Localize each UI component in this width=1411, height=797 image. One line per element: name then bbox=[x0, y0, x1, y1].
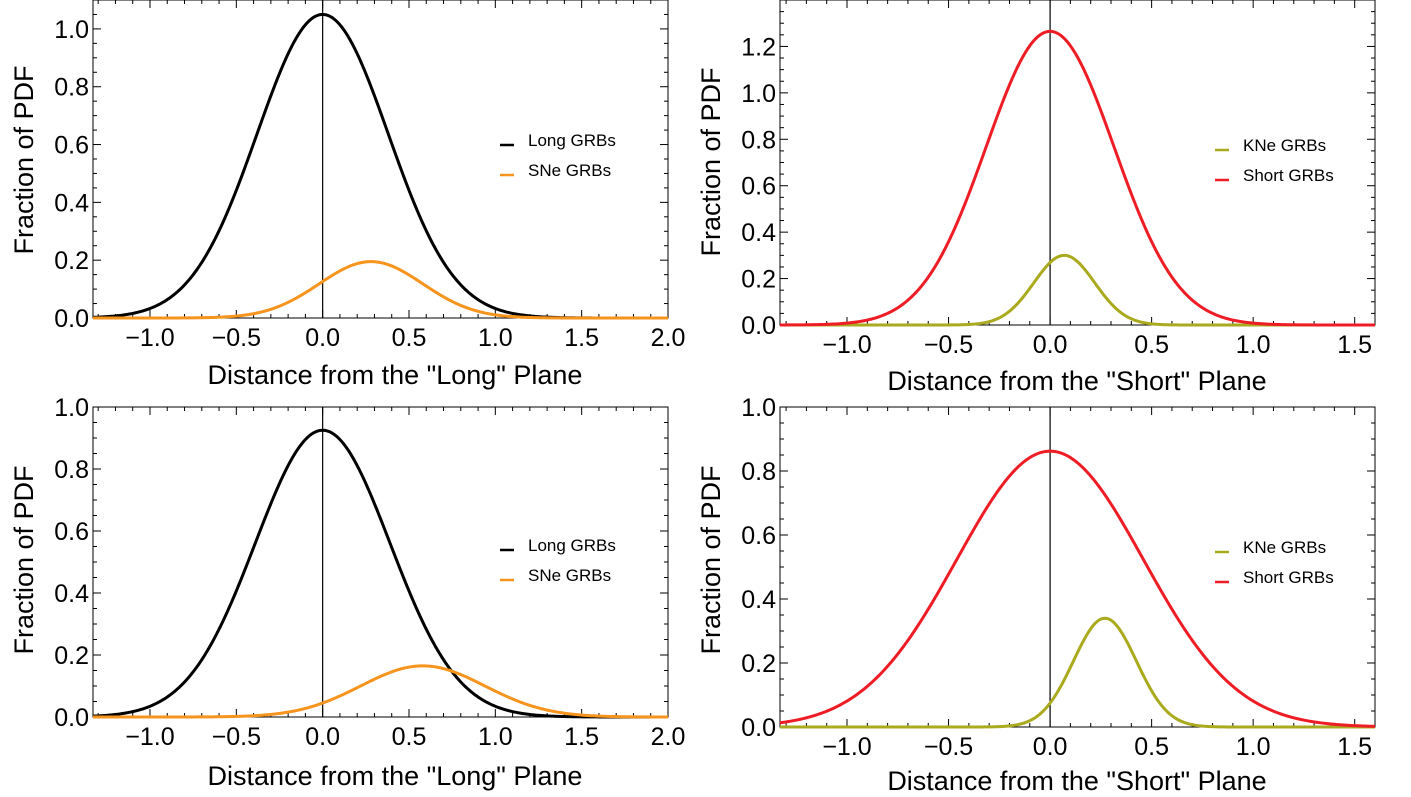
x-tick-label: −0.5 bbox=[212, 324, 261, 352]
y-tick-label: 0.0 bbox=[741, 714, 776, 742]
legend-label: KNe GRBs bbox=[1243, 538, 1326, 557]
x-tick-label: −1.0 bbox=[822, 331, 871, 359]
series-line-long-grbs bbox=[92, 428, 668, 719]
x-axis-title: Distance from the "Long" Plane bbox=[208, 761, 583, 791]
x-tick-label: 1.0 bbox=[1236, 331, 1271, 359]
x-tick-label: 0.5 bbox=[392, 324, 427, 352]
y-tick-label: 0.0 bbox=[54, 305, 89, 333]
y-tick-label: 0.6 bbox=[741, 173, 776, 201]
chart-panel-1: −1.0 −0.5 0.0 0.5 1.0 1.5 2.0 0.0 0.2 0.4 0.6 0.8 1.… bbox=[9, 0, 685, 390]
series-line-kne-grbs bbox=[780, 616, 1375, 729]
series-line-sne-grbs bbox=[93, 260, 668, 320]
y-tick-label: 1.0 bbox=[741, 394, 776, 422]
y-tick-label: 0.0 bbox=[741, 312, 776, 340]
y-tick-label: 0.2 bbox=[54, 247, 89, 275]
y-tick-label: 0.6 bbox=[54, 518, 89, 546]
legend-label: SNe GRBs bbox=[528, 566, 611, 585]
series-line-sne-grbs bbox=[93, 664, 668, 719]
y-axis-title: Fraction of PDF bbox=[696, 465, 726, 654]
legend-label: SNe GRBs bbox=[528, 161, 611, 180]
legend: Long GRBs SNe GRBs bbox=[500, 131, 616, 180]
y-tick-label: 0.6 bbox=[54, 132, 89, 160]
chart-panel-4: −1.0 −0.5 0.0 0.5 1.0 1.5 0.0 0.2 0.4 0.6 0.8 1.0 Di… bbox=[696, 394, 1376, 796]
y-tick-label: 0.8 bbox=[741, 458, 776, 486]
legend-label: Long GRBs bbox=[528, 131, 616, 150]
x-tick-label: 1.0 bbox=[478, 723, 513, 751]
x-axis-title: Distance from the "Long" Plane bbox=[208, 360, 583, 390]
y-tick-label: 0.6 bbox=[741, 522, 776, 550]
x-axis-title: Distance from the "Short" Plane bbox=[887, 766, 1266, 796]
x-tick-label: 1.0 bbox=[478, 324, 513, 352]
legend-label: Short GRBs bbox=[1243, 166, 1334, 185]
x-tick-label: 1.5 bbox=[1337, 733, 1372, 761]
x-tick-label: 0.0 bbox=[305, 723, 340, 751]
y-tick-label: 0.4 bbox=[54, 189, 89, 217]
y-tick-label: 0.4 bbox=[741, 219, 776, 247]
x-tick-label: −0.5 bbox=[212, 723, 261, 751]
legend-label: Short GRBs bbox=[1243, 568, 1334, 587]
x-tick-label: 2.0 bbox=[651, 723, 686, 751]
y-tick-label: 0.2 bbox=[741, 266, 776, 294]
x-tick-label: −0.5 bbox=[924, 331, 973, 359]
legend: KNe GRBs Short GRBs bbox=[1215, 136, 1334, 185]
x-tick-label: 0.5 bbox=[1134, 331, 1169, 359]
plot-frame bbox=[92, 0, 669, 319]
y-tick-label: 0.0 bbox=[54, 704, 89, 732]
legend: Long GRBs SNe GRBs bbox=[500, 536, 616, 585]
y-tick-label: 0.4 bbox=[741, 586, 776, 614]
legend-label: Long GRBs bbox=[528, 536, 616, 555]
x-tick-label: 0.0 bbox=[1033, 331, 1068, 359]
legend-label: KNe GRBs bbox=[1243, 136, 1326, 155]
y-axis-title: Fraction of PDF bbox=[696, 67, 726, 256]
x-tick-label: 1.5 bbox=[564, 723, 599, 751]
x-tick-label: −1.0 bbox=[125, 324, 174, 352]
x-tick-label: 1.5 bbox=[1337, 331, 1372, 359]
y-tick-label: 0.4 bbox=[54, 580, 89, 608]
plot-frame bbox=[779, 0, 1376, 326]
x-axis-title: Distance from the "Short" Plane bbox=[887, 366, 1266, 396]
y-tick-label: 1.2 bbox=[741, 33, 776, 61]
x-tick-label: −1.0 bbox=[125, 723, 174, 751]
y-tick-label: 1.0 bbox=[54, 16, 89, 44]
y-tick-label: 0.2 bbox=[54, 642, 89, 670]
x-tick-label: 0.5 bbox=[1134, 733, 1169, 761]
legend: KNe GRBs Short GRBs bbox=[1215, 538, 1334, 587]
chart-panel-3: −1.0 −0.5 0.0 0.5 1.0 1.5 2.0 0.0 0.2 0.4 0.6 0.8 1.… bbox=[9, 394, 685, 791]
chart-panel-2: −1.0 −0.5 0.0 0.5 1.0 1.5 0.0 0.2 0.4 0.6 0.8 1.0 1.… bbox=[696, 0, 1376, 396]
x-tick-label: −0.5 bbox=[924, 733, 973, 761]
plot-frame bbox=[92, 406, 669, 718]
x-tick-label: 2.0 bbox=[651, 324, 686, 352]
x-tick-label: 1.5 bbox=[564, 324, 599, 352]
x-tick-label: 0.0 bbox=[1033, 733, 1068, 761]
series-line-short-grbs bbox=[779, 449, 1376, 728]
y-tick-label: 1.0 bbox=[54, 394, 89, 422]
x-tick-label: −1.0 bbox=[822, 733, 871, 761]
y-axis-title: Fraction of PDF bbox=[9, 65, 39, 254]
series-line-short-grbs bbox=[779, 29, 1375, 327]
plot-frame bbox=[779, 406, 1376, 728]
y-tick-label: 0.8 bbox=[54, 74, 89, 102]
y-tick-label: 0.8 bbox=[741, 126, 776, 154]
x-tick-label: 0.0 bbox=[305, 324, 340, 352]
y-axis-title: Fraction of PDF bbox=[9, 465, 39, 654]
series-line-kne-grbs bbox=[780, 253, 1375, 327]
x-tick-label: 0.5 bbox=[392, 723, 427, 751]
y-tick-label: 0.8 bbox=[54, 456, 89, 484]
x-tick-label: 1.0 bbox=[1236, 733, 1271, 761]
y-tick-label: 0.2 bbox=[741, 650, 776, 678]
y-tick-label: 1.0 bbox=[741, 80, 776, 108]
